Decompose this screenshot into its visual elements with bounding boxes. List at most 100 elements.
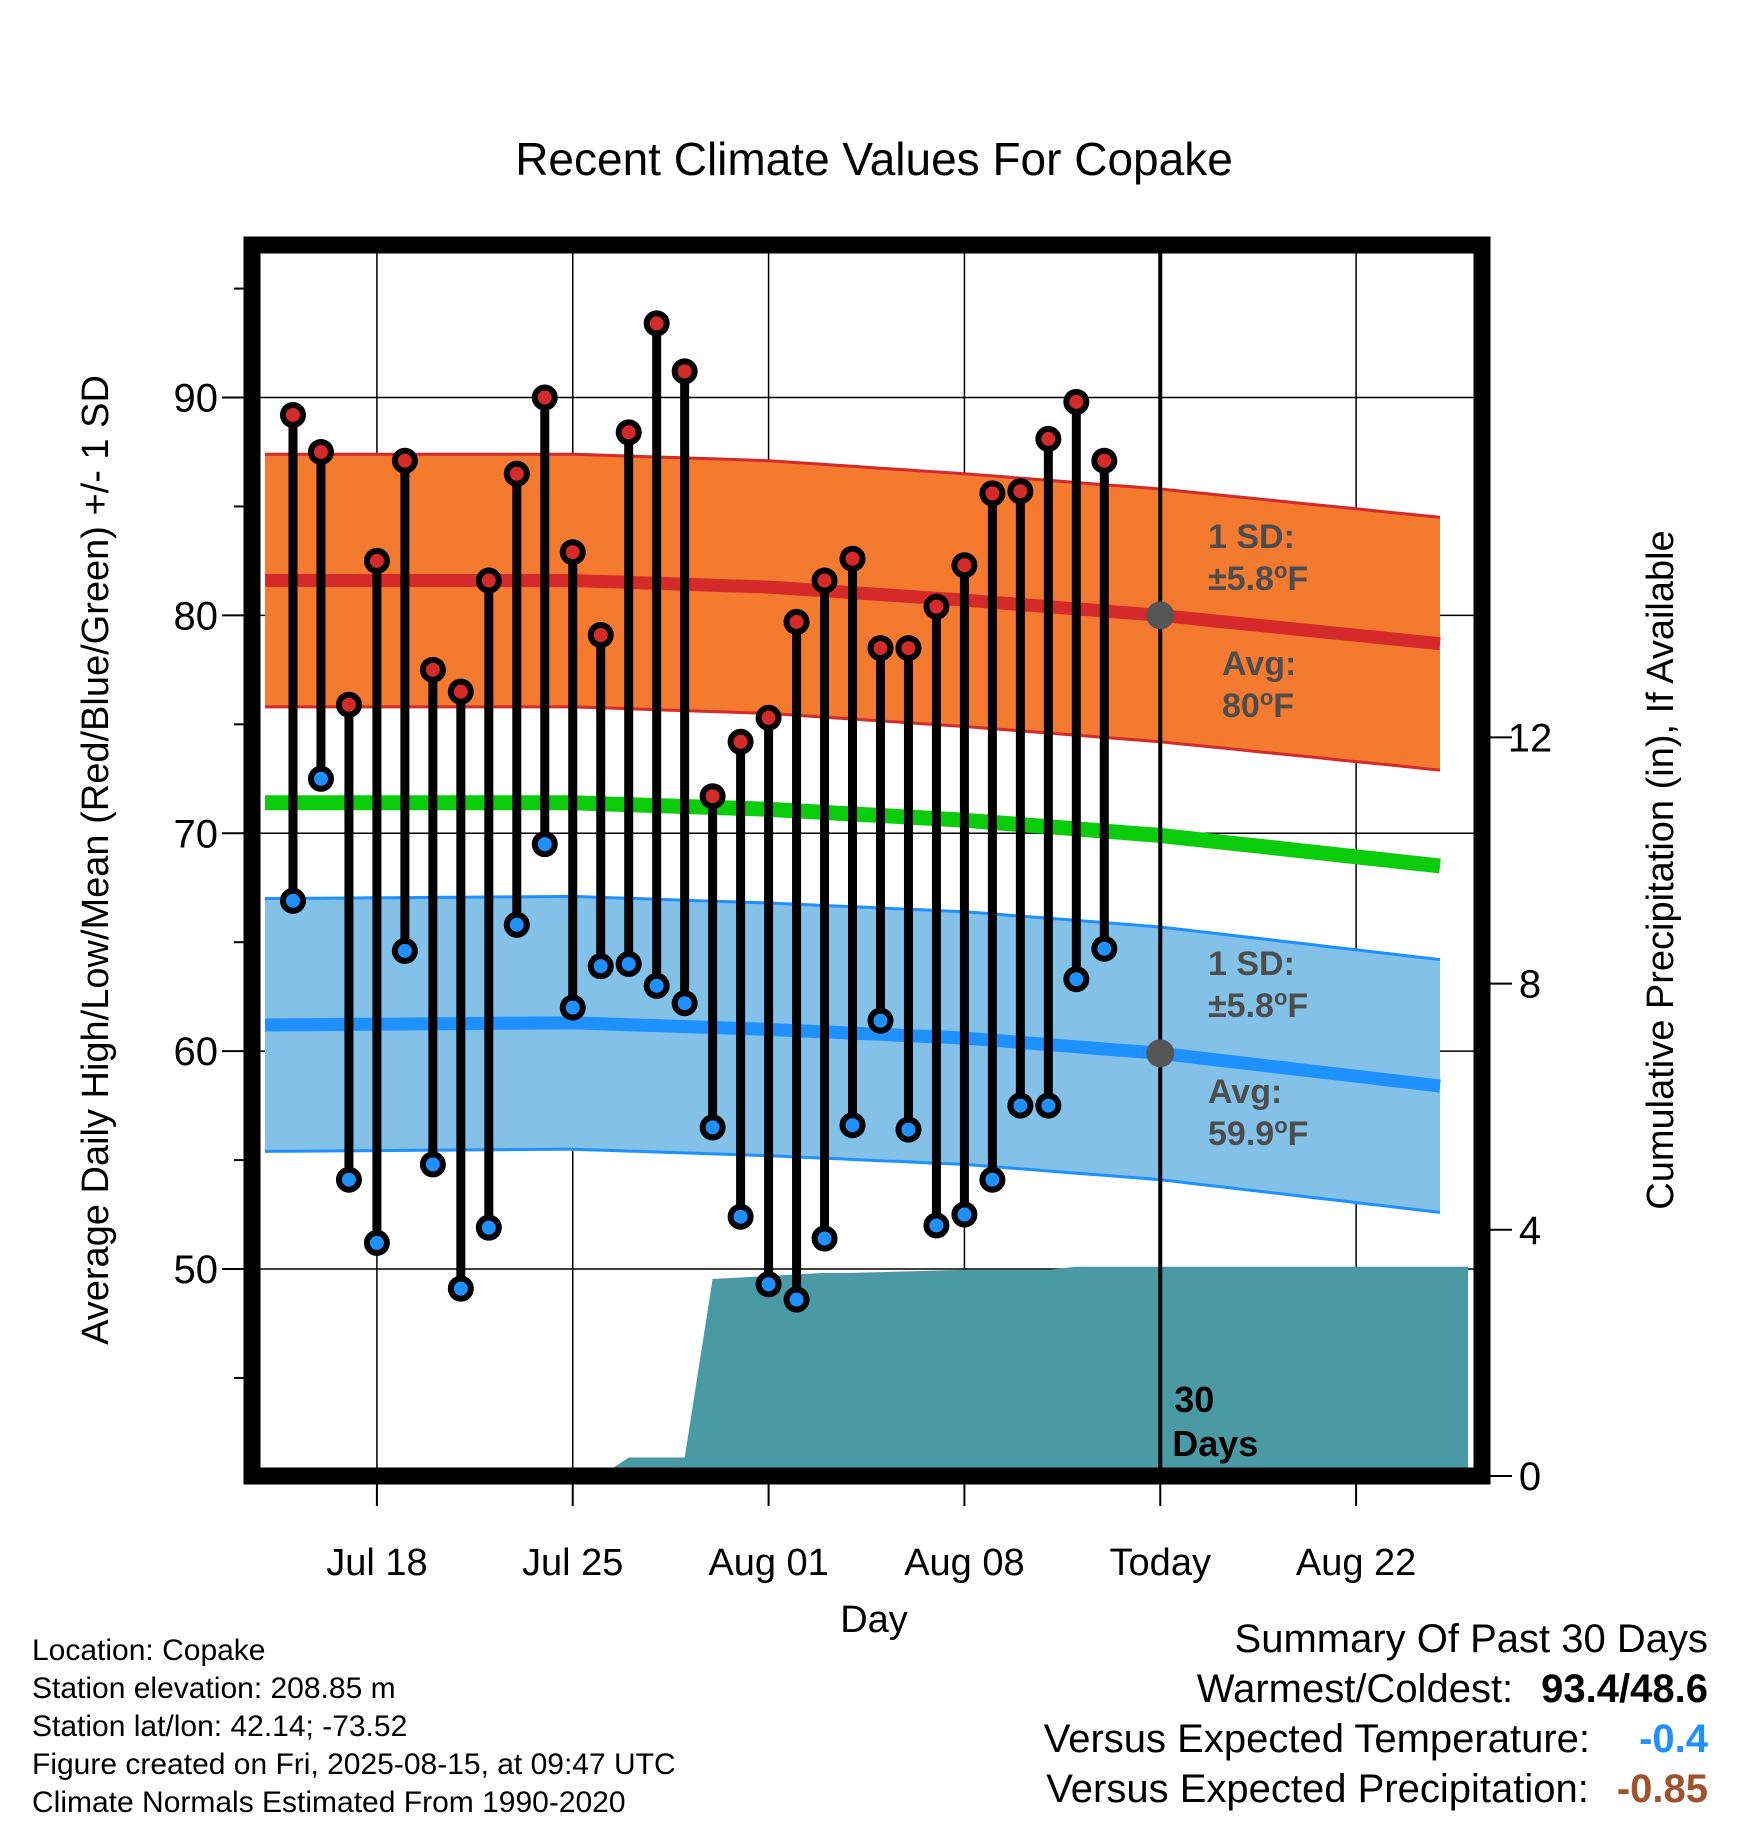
x-tick-label: Aug 22 xyxy=(1296,1542,1416,1584)
daily-low-point xyxy=(531,831,558,858)
daily-low-point xyxy=(279,887,306,914)
daily-low-point xyxy=(1063,966,1090,993)
daily-high-point xyxy=(699,783,726,810)
summary-panel: Summary Of Past 30 Days Warmest/Coldest:… xyxy=(1044,1614,1708,1814)
precip-layer xyxy=(572,1266,1468,1476)
summary-temp-row: Versus Expected Temperature: -0.4 xyxy=(1044,1714,1708,1764)
daily-low-point xyxy=(1091,935,1118,962)
daily-low-point xyxy=(867,1007,894,1034)
daily-high-point xyxy=(559,539,586,566)
daily-high-point xyxy=(895,635,922,662)
summary-warmest-row: Warmest/Coldest: 93.4/48.6 xyxy=(1044,1664,1708,1714)
daily-high-point xyxy=(531,384,558,411)
y2-tick-label: 8 xyxy=(1519,963,1541,1007)
high-sd-label-line2: ±5.8oF xyxy=(1208,558,1308,599)
daily-low-point xyxy=(1035,1092,1062,1119)
daily-high-point xyxy=(363,547,390,574)
precip-area xyxy=(572,1266,1468,1476)
high-avg-label-line1: Avg: xyxy=(1222,645,1296,683)
warmest-value: 93.4/48.6 xyxy=(1541,1667,1708,1711)
daily-high-point xyxy=(335,691,362,718)
daily-high-point xyxy=(811,567,838,594)
today-high-avg-dot xyxy=(1146,601,1175,630)
warmest-label: Warmest/Coldest: xyxy=(1196,1667,1514,1711)
daily-low-point xyxy=(363,1229,390,1256)
x-tick-label: Jul 25 xyxy=(522,1542,623,1584)
y-tick-label: 90 xyxy=(174,377,219,421)
latlon-text: Station lat/lon: 42.14; -73.52 xyxy=(32,1710,408,1743)
daily-low-point xyxy=(671,990,698,1017)
daily-high-point xyxy=(783,608,810,635)
days-label-number: 30 xyxy=(1174,1379,1214,1420)
daily-high-point xyxy=(475,567,502,594)
summary-title: Summary Of Past 30 Days xyxy=(1234,1617,1708,1661)
temp-label: Versus Expected Temperature: xyxy=(1043,1717,1590,1761)
y2-tick-label: 4 xyxy=(1519,1209,1541,1253)
chart-title: Recent Climate Values For Copake xyxy=(515,133,1233,185)
summary-precip-row: Versus Expected Precipitation: -0.85 xyxy=(1044,1764,1708,1814)
high-avg-label-line2: 80oF xyxy=(1222,685,1294,726)
daily-low-point xyxy=(615,950,642,977)
temp-value: -0.4 xyxy=(1639,1717,1708,1761)
daily-high-point xyxy=(419,656,446,683)
daily-low-point xyxy=(587,953,614,980)
daily-low-point xyxy=(979,1166,1006,1193)
normals-text: Climate Normals Estimated From 1990-2020 xyxy=(32,1786,626,1819)
daily-high-point xyxy=(923,593,950,620)
daily-high-point xyxy=(951,552,978,579)
daily-high-point xyxy=(587,621,614,648)
daily-low-point xyxy=(559,994,586,1021)
daily-high-point xyxy=(1035,425,1062,452)
y-tick-label: 60 xyxy=(174,1030,219,1074)
high-band-upper-edge xyxy=(265,452,1441,519)
x-tick-label: Jul 18 xyxy=(326,1542,427,1584)
daily-low-point xyxy=(475,1214,502,1241)
y2-axis-label: Cumulative Precipitation (in), If Availa… xyxy=(1640,530,1682,1209)
y-tick-label: 50 xyxy=(174,1248,219,1292)
daily-high-point xyxy=(643,310,670,337)
daily-low-point xyxy=(1007,1092,1034,1119)
daily-low-point xyxy=(391,937,418,964)
days-label-word: Days xyxy=(1172,1423,1258,1464)
high-sd-label-line1: 1 SD: xyxy=(1208,518,1295,556)
daily-high-point xyxy=(867,635,894,662)
daily-low-point xyxy=(839,1112,866,1139)
plot-frame xyxy=(243,236,1491,1485)
daily-high-point xyxy=(307,438,334,465)
daily-low-point xyxy=(447,1275,474,1302)
daily-low-point xyxy=(419,1151,446,1178)
daily-low-point xyxy=(783,1286,810,1313)
daily-high-point xyxy=(671,358,698,385)
daily-high-point xyxy=(391,447,418,474)
low-sd-label-line1: 1 SD: xyxy=(1208,945,1295,983)
daily-high-point xyxy=(1063,388,1090,415)
low-avg-label-line1: Avg: xyxy=(1208,1073,1282,1111)
daily-low-point xyxy=(951,1201,978,1228)
daily-low-point xyxy=(923,1212,950,1239)
y2-tick-label: 0 xyxy=(1519,1455,1541,1499)
daily-high-point xyxy=(755,704,782,731)
x-axis-label: Day xyxy=(840,1599,908,1641)
x-tick-label: Aug 08 xyxy=(904,1542,1024,1584)
daily-low-point xyxy=(335,1166,362,1193)
daily-low-point xyxy=(503,911,530,938)
daily-low-point xyxy=(699,1114,726,1141)
elevation-text: Station elevation: 208.85 m xyxy=(32,1672,396,1705)
precip-value: -0.85 xyxy=(1616,1767,1708,1811)
daily-low-point xyxy=(755,1271,782,1298)
low-avg-label-line2: 59.9oF xyxy=(1208,1113,1308,1154)
daily-high-point xyxy=(839,545,866,572)
daily-high-point xyxy=(279,401,306,428)
axes: Jul 18 Jul 25 Aug 01 Aug 08 Today Aug 22 50 60 7… xyxy=(174,236,1552,1584)
daily-high-point xyxy=(727,728,754,755)
created-text: Figure created on Fri, 2025-08-15, at 09… xyxy=(32,1748,676,1781)
precip-label: Versus Expected Precipitation: xyxy=(1046,1767,1589,1811)
daily-high-point xyxy=(1007,478,1034,505)
today-low-avg-dot xyxy=(1146,1039,1175,1068)
daily-high-point xyxy=(503,460,530,487)
daily-low-point xyxy=(307,765,334,792)
daily-low-point xyxy=(811,1225,838,1252)
